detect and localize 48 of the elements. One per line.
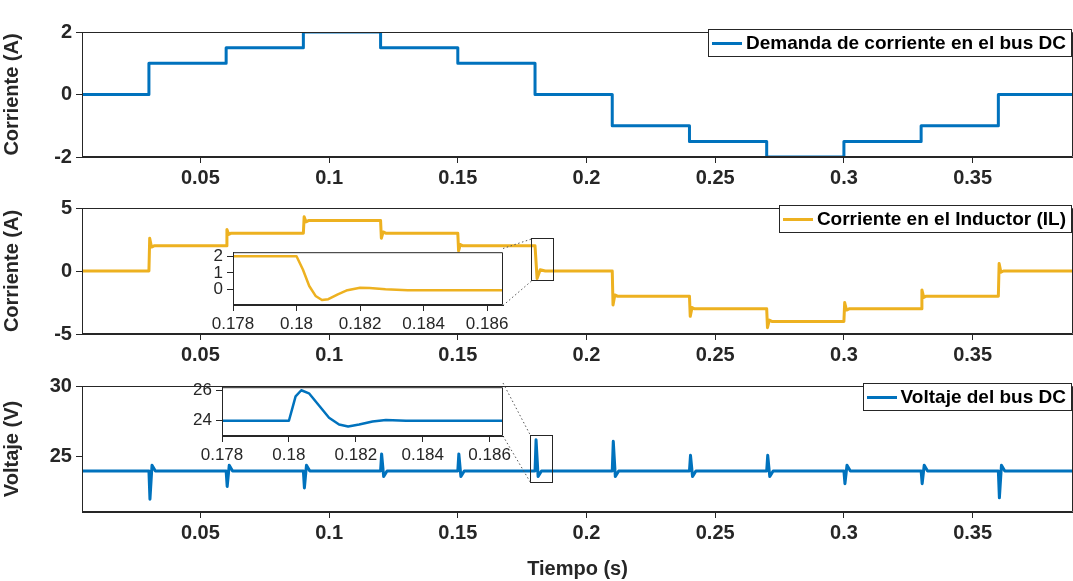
- x-tick-label: 0.182: [334, 444, 378, 464]
- x-tick-label: 0.25: [695, 342, 735, 365]
- x-tick-label: 0.2: [572, 165, 601, 188]
- x-tick-label: 0.184: [401, 444, 444, 464]
- x-tick-label: 0.184: [402, 313, 445, 333]
- x-tick-label: 0.186: [468, 444, 511, 464]
- x-tick-label: 0.2: [572, 342, 601, 365]
- x-tick-label: 0.25: [695, 165, 735, 188]
- x-tick-label: 0.35: [953, 342, 993, 365]
- x-tick-label: 0.1: [315, 520, 344, 543]
- y-axis-title: Corriente (A): [0, 33, 22, 156]
- x-tick-label: 0.05: [180, 520, 220, 543]
- y-axis-title: Voltaje (V): [0, 400, 22, 498]
- x-tick-label: 0.2: [572, 520, 601, 543]
- y-tick-label: 30: [49, 373, 72, 396]
- y-tick-label: -2: [54, 144, 72, 167]
- x-axis-title: Tiempo (s): [527, 556, 628, 579]
- x-tick-label: 0.05: [180, 165, 220, 188]
- x-tick-label: 0.178: [200, 444, 244, 464]
- x-tick-label: 0.25: [695, 520, 735, 543]
- x-tick-label: 0.3: [830, 342, 858, 365]
- x-tick-label: 0.178: [211, 313, 255, 333]
- y-tick-label: 5: [60, 195, 72, 218]
- y-tick-label: 25: [49, 444, 72, 467]
- x-tick-label: 0.35: [953, 520, 993, 543]
- x-tick-label: 0.15: [438, 342, 478, 365]
- y-tick-label: 24: [193, 410, 212, 430]
- y-tick-label: 0: [60, 258, 72, 281]
- legend-label: Voltaje del bus DC: [900, 386, 1066, 408]
- x-tick-label: 0.15: [438, 520, 478, 543]
- y-axis-title: Corriente (A): [0, 209, 22, 333]
- x-tick-label: 0.182: [338, 313, 382, 333]
- y-tick-label: -5: [54, 321, 72, 344]
- x-tick-label: 0.05: [180, 342, 220, 365]
- x-tick-label: 0.35: [953, 165, 993, 188]
- x-tick-label: 0.3: [830, 520, 858, 543]
- y-tick-label: 2: [60, 19, 72, 42]
- x-tick-label: 0.15: [438, 165, 478, 188]
- x-tick-label: 0.186: [465, 313, 509, 333]
- legend-label: Demanda de corriente en el bus DC: [746, 32, 1066, 54]
- legend-label: Corriente en el Inductor (IL): [816, 208, 1066, 230]
- x-tick-label: 0.18: [272, 444, 306, 464]
- x-tick-label: 0.1: [315, 165, 344, 188]
- x-tick-label: 0.3: [830, 165, 858, 188]
- y-tick-label: 0: [213, 279, 223, 299]
- x-tick-label: 0.1: [315, 342, 344, 365]
- y-tick-label: 0: [60, 82, 72, 105]
- x-tick-label: 0.18: [279, 313, 314, 333]
